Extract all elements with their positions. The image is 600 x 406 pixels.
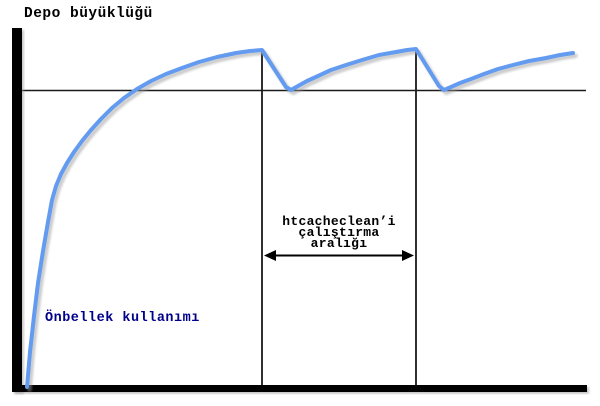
interval-annotation: htcacheclean’i çalıştırma aralığı (262, 214, 416, 251)
cache-usage-curve (25, 47, 575, 389)
curve-label: Önbellek kullanımı (45, 311, 200, 326)
y-axis (12, 28, 22, 392)
interval-annotation-line-2: çalıştırma (298, 225, 380, 240)
interval-arrow-right-head (402, 250, 414, 261)
interval-annotation-line-1: htcacheclean’i (282, 214, 396, 229)
y-axis-title: Depo büyüklüğü (24, 6, 153, 22)
interval-arrow-left-head (264, 250, 276, 261)
x-axis (13, 385, 587, 392)
interval-annotation-line-3: aralığı (310, 236, 368, 251)
